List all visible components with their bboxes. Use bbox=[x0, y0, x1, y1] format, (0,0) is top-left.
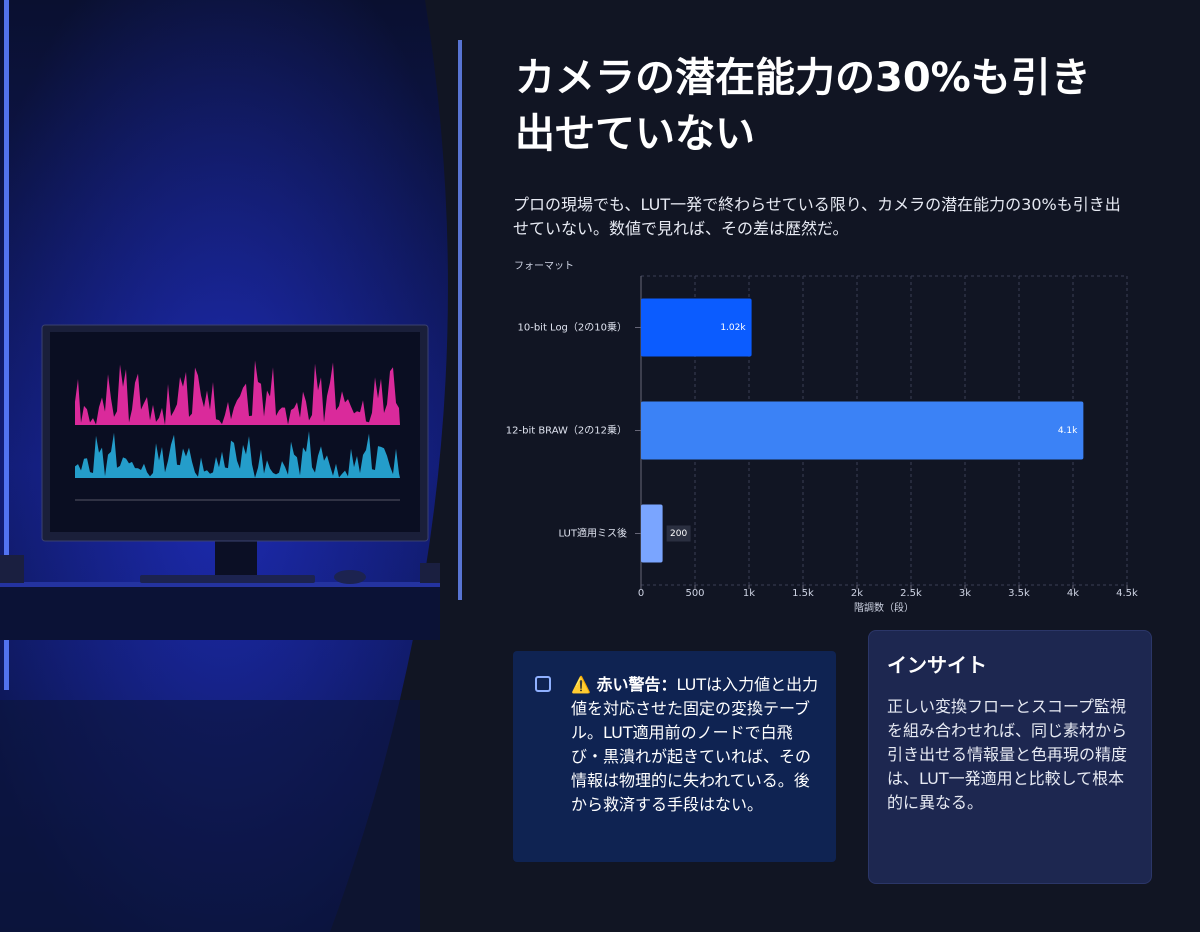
desk-edge bbox=[0, 582, 440, 587]
screen bbox=[50, 332, 420, 532]
cup bbox=[0, 555, 24, 583]
x-tick-label: 2k bbox=[851, 588, 863, 599]
insight-text: 正しい変換フローとスコープ監視を組み合わせれば、同じ素材から引き出せる情報量と色… bbox=[887, 697, 1128, 812]
y-tick-label: LUT適用ミス後 bbox=[558, 527, 627, 540]
value-label: 1.02k bbox=[720, 323, 746, 333]
x-tick-label: 1.5k bbox=[792, 588, 814, 599]
y-tick-label: 10-bit Log（2の10乗） bbox=[517, 322, 627, 334]
title: カメラの潜在能力の30%も引き出せていない bbox=[515, 55, 1091, 157]
x-tick-label: 500 bbox=[685, 588, 704, 599]
x-tick-label: 4k bbox=[1067, 588, 1079, 599]
value-label-bg bbox=[666, 525, 691, 542]
warning-label: ⚠️ 赤い警告： bbox=[571, 675, 677, 694]
neon bbox=[458, 40, 462, 600]
hero-image bbox=[0, 0, 462, 932]
bar bbox=[641, 504, 663, 563]
plot-frame bbox=[640, 275, 1128, 586]
bar bbox=[641, 401, 1084, 460]
wave bbox=[75, 360, 400, 425]
mouse bbox=[334, 570, 366, 584]
stand bbox=[215, 540, 257, 578]
x-axis-title: 階調数（段） bbox=[854, 601, 914, 614]
warning-text: ⚠️ 赤い警告：LUTは入力値と出力値を対応させた固定の変換テーブル。LUT適用… bbox=[571, 673, 821, 817]
waves bbox=[75, 360, 400, 501]
subtitle: プロの現場でも、LUT一発で終わらせている限り、カメラの潜在能力の30%も引き出… bbox=[513, 195, 1121, 238]
wave bbox=[75, 431, 400, 478]
x-tick-label: 0 bbox=[638, 588, 644, 599]
desk bbox=[0, 585, 440, 640]
warning-box: ⚠️ 赤い警告：LUTは入力値と出力値を対応させた固定の変換テーブル。LUT適用… bbox=[513, 651, 836, 862]
warning-body: LUTは入力値と出力値を対応させた固定の変換テーブル。LUT適用前のノードで白飛… bbox=[571, 675, 819, 814]
y-axis-title: フォーマット bbox=[514, 261, 574, 272]
bar bbox=[641, 298, 752, 357]
x-tick-label: 1k bbox=[743, 588, 755, 599]
keyboard bbox=[140, 575, 315, 583]
x-tick-label: 4.5k bbox=[1116, 588, 1138, 599]
floor bbox=[0, 700, 420, 932]
insight-title: インサイト bbox=[887, 653, 987, 677]
x-tick-label: 3k bbox=[959, 588, 971, 599]
insight-box: インサイト 正しい変換フローとスコープ監視を組み合わせれば、同じ素材から引き出せ… bbox=[868, 630, 1152, 884]
x-tick-label: 2.5k bbox=[900, 588, 922, 599]
y-tick-label: 12-bit BRAW（2の12乗） bbox=[506, 425, 627, 437]
value-label: 4.1k bbox=[1058, 426, 1078, 436]
neon bbox=[4, 0, 9, 690]
cup bbox=[420, 563, 440, 583]
value-label: 200 bbox=[670, 529, 687, 539]
x-tick-label: 3.5k bbox=[1008, 588, 1030, 599]
note-icon bbox=[535, 676, 551, 692]
